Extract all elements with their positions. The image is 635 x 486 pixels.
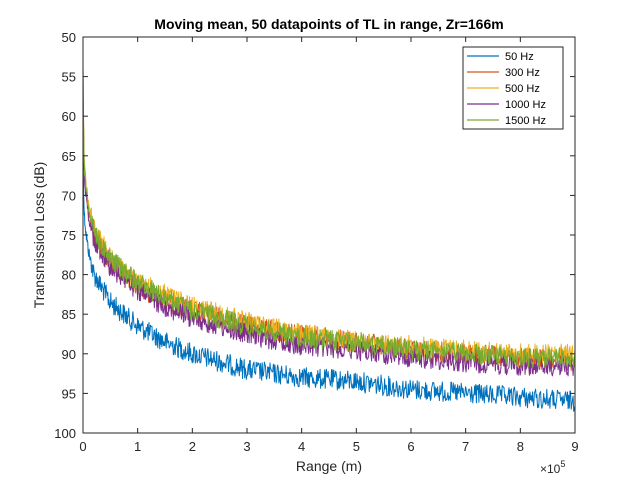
x-axis-label: Range (m) (296, 458, 362, 474)
y-axis-label: Transmission Loss (dB) (31, 162, 47, 309)
y-tick-label: 55 (62, 70, 76, 85)
x-tick-label: 2 (189, 439, 196, 454)
y-tick-label: 80 (62, 268, 76, 283)
y-tick-label: 85 (62, 307, 76, 322)
series-line-1500-hz (82, 97, 576, 369)
series-line-1000-hz (82, 110, 576, 377)
chart-title: Moving mean, 50 datapoints of TL in rang… (154, 16, 503, 32)
x-tick-label: 9 (571, 439, 578, 454)
x-tick-label: 3 (243, 439, 250, 454)
x-tick-label: 0 (79, 439, 86, 454)
series-line-50-hz (82, 149, 576, 412)
legend-label: 50 Hz (505, 51, 534, 63)
y-tick-label: 100 (54, 426, 76, 441)
y-tick-label: 75 (62, 228, 76, 243)
x-axis-multiplier: ×105 (540, 459, 565, 476)
legend: 50 Hz 300 Hz 500 Hz 1000 Hz 1500 Hz (462, 46, 564, 130)
y-tick-label: 65 (62, 149, 76, 164)
x-tick-label: 5 (353, 439, 360, 454)
y-tick-label: 50 (62, 30, 76, 45)
legend-label: 500 Hz (505, 83, 540, 95)
axes-layer: 0 1 2 3 4 5 6 7 8 9 50 55 60 65 70 75 80 85 90 95 100 (54, 30, 578, 454)
x-tick-label: 4 (298, 439, 305, 454)
x-tick-label: 7 (462, 439, 469, 454)
y-tick-label: 95 (62, 386, 76, 401)
series-layer (82, 66, 576, 412)
x-tick-label: 8 (517, 439, 524, 454)
y-tick-label: 70 (62, 188, 76, 203)
x-tick-label: 6 (407, 439, 414, 454)
y-tick-label: 60 (62, 109, 76, 124)
legend-label: 1500 Hz (505, 115, 546, 127)
y-tick-label: 90 (62, 347, 76, 362)
legend-label: 1000 Hz (505, 99, 546, 111)
x-tick-label: 1 (134, 439, 141, 454)
legend-label: 300 Hz (505, 67, 540, 79)
